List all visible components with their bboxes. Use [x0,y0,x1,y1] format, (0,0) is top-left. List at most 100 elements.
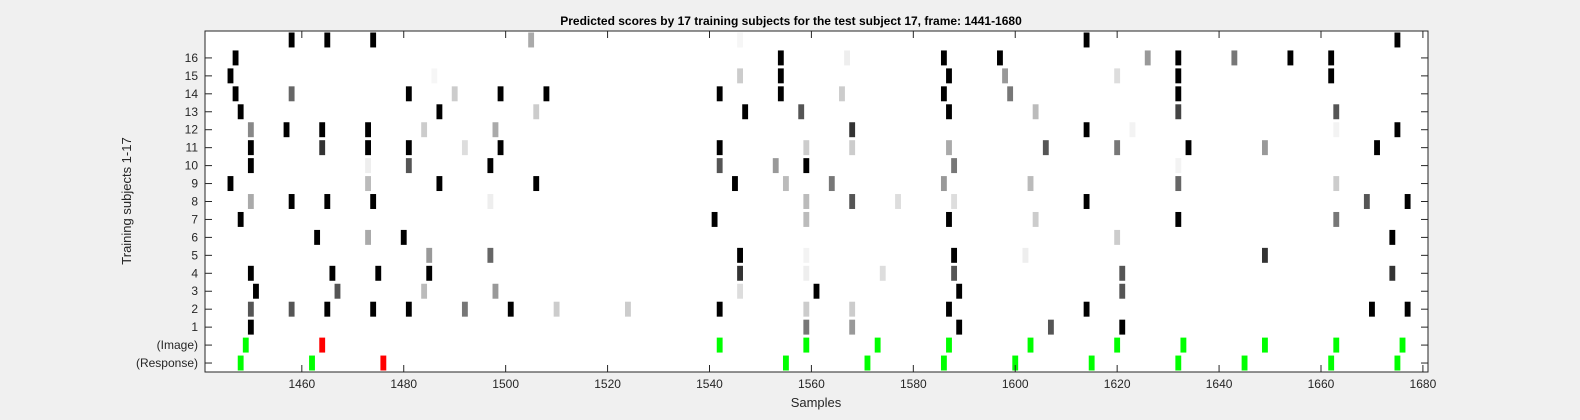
heatmap-cell [1287,50,1294,66]
x-tick-label: 1620 [1104,377,1131,391]
heatmap-cell [247,140,254,156]
heatmap-cell [380,355,387,371]
heatmap-cell [782,176,789,192]
heatmap-cell [716,301,723,317]
heatmap-cell [716,337,723,353]
x-tick-label: 1660 [1308,377,1335,391]
heatmap-cell [951,247,958,263]
heatmap-cell [946,211,952,227]
heatmap-cell [1114,337,1121,353]
heatmap-cell [940,176,947,192]
heatmap-cell [451,86,458,102]
x-axis: 1460 1480 1500 1520 1540 1560 1580 1600 1620 1640… [288,31,1437,391]
y-tick-label: 14 [185,87,199,101]
y-tick-label: 8 [191,195,198,209]
heatmap-cell [1333,104,1340,120]
x-tick-label: 1460 [288,377,315,391]
heatmap-cell [1007,86,1014,102]
x-axis-label: Samples [791,395,842,410]
heatmap-cell [288,194,295,209]
heatmap-cell [1175,50,1182,66]
heatmap-cell [492,283,499,299]
heatmap-cell [951,158,958,174]
heatmap-cell [436,104,443,120]
heatmap-cell [319,140,326,156]
y-axis-label: Training subjects 1-17 [119,137,134,264]
heatmap-cell [737,283,743,299]
heatmap-cell [849,301,856,317]
y-tick-label: 6 [191,230,198,244]
heatmap-cell [625,301,631,317]
heatmap-cell [1083,32,1090,48]
y-tick-label: 16 [185,51,199,65]
heatmap-cell [533,104,540,120]
heatmap-cell [1114,229,1121,245]
heatmap-cell [1369,301,1375,317]
heatmap-cell [324,301,331,317]
y-tick-label: 13 [185,105,199,119]
heatmap-cell [553,301,560,317]
x-tick-label: 1560 [798,377,825,391]
heatmap-cell [288,32,295,48]
heatmap-cell [940,50,947,66]
y-tick-label: 12 [185,123,199,137]
heatmap-cell [487,247,494,263]
heatmap-cell [1042,140,1049,156]
heatmap-cell [1180,337,1187,353]
heatmap-cell [772,158,779,174]
heatmap-cell [319,122,326,138]
heatmap-cell [232,50,239,66]
heatmap-cell [1175,211,1182,227]
heatmap-cell [370,194,377,209]
heatmap-cell [1333,122,1340,138]
x-tick-label: 1480 [390,377,417,391]
heatmap-cell [507,301,514,317]
heatmap-cell [813,283,820,299]
heatmap-cell [1032,211,1039,227]
y-tick-label: 7 [191,212,198,226]
plot-area [205,31,1428,372]
heatmap-cell [461,140,468,156]
heatmap-cell [1328,355,1335,371]
heatmap-cell [247,122,254,138]
heatmap-cell [803,158,810,174]
heatmap-cell [1328,68,1335,84]
heatmap-cell [237,104,244,120]
heatmap-cell [431,68,438,84]
heatmap-cell [737,32,743,48]
heatmap-cell [1002,68,1008,84]
heatmap-cell [1399,337,1406,353]
heatmap-cell [1262,140,1268,156]
heatmap-cell [777,68,784,84]
heatmap-cell [1114,68,1121,84]
heatmap-cell [370,301,377,317]
heatmap-cell [1175,86,1182,102]
y-tick-label: (Response) [136,356,198,370]
heatmap-cell [946,68,952,84]
heatmap-cell [716,86,723,102]
heatmap-cell [421,283,428,299]
heatmap-cell [319,337,326,353]
heatmap-cell [1175,104,1182,120]
heatmap-cell [1119,319,1126,335]
heatmap-cell [803,140,810,156]
heatmap-cell [1175,68,1182,84]
x-tick-label: 1600 [1002,377,1029,391]
heatmap-cell [874,337,881,353]
heatmap-cell [375,265,382,281]
heatmap-cell [864,355,871,371]
heatmap-cell [879,265,886,281]
heatmap-cell [365,158,371,174]
heatmap-cell [1394,122,1401,138]
heatmap-cell [487,158,494,174]
heatmap-cell [533,176,540,192]
heatmap-cell [324,32,331,48]
heatmap-cell [247,319,254,335]
y-tick-label: 1 [191,320,198,334]
heatmap-cell [1088,355,1095,371]
heatmap-cell [803,337,810,353]
heatmap-cell [803,265,810,281]
heatmap-cell [1129,122,1136,138]
heatmap-cell [543,86,550,102]
heatmap-cell [1363,194,1370,209]
